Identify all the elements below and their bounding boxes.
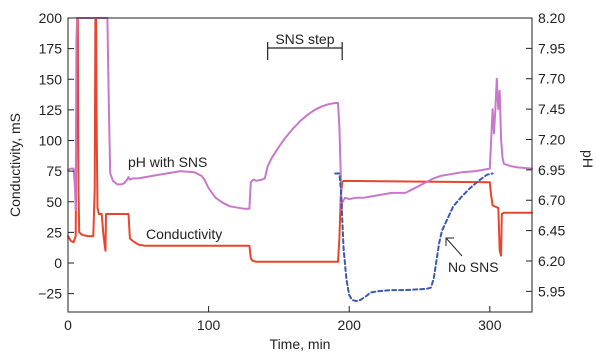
y-left-tick-label-9: 200	[39, 10, 63, 26]
no-sns-arrow	[445, 237, 463, 257]
sns-step-label: SNS step	[275, 31, 334, 47]
y-left-tick-label-7: 150	[39, 71, 63, 87]
x-tick-label-1: 100	[197, 317, 221, 333]
no-sns-label: No SNS	[448, 259, 499, 275]
x-tick-label-3: 300	[478, 317, 502, 333]
y-right-tick-label-1: 6.20	[538, 253, 565, 269]
x-axis-label: Time, min	[270, 336, 331, 352]
y-left-axis-label: Conductivity, mS	[7, 113, 23, 217]
axes-layer	[67, 17, 533, 313]
plot-frame	[67, 17, 533, 313]
conductivity-line	[67, 17, 533, 263]
no-sns-arrowhead	[445, 237, 454, 246]
y-right-tick-label-5: 7.20	[538, 131, 565, 147]
y-right-tick-label-7: 7.70	[538, 71, 565, 87]
y-right-tick-label-3: 6.70	[538, 192, 565, 208]
y-left-tick-label-8: 175	[39, 41, 63, 57]
ph-with-sns-label: pH with SNS	[128, 154, 207, 170]
x-tick-label-0: 0	[64, 317, 72, 333]
y-right-tick-label-8: 7.95	[538, 40, 565, 56]
y-right-tick-label-2: 6.45	[538, 223, 565, 239]
no-sns-line	[334, 172, 494, 303]
ph-with-sns-line	[67, 17, 533, 214]
x-tick-label-2: 200	[338, 317, 362, 333]
y-right-axis-label: pH	[580, 150, 596, 168]
y-left-tick-label-2: 25	[46, 224, 62, 240]
y-left-tick-label-4: 75	[46, 163, 62, 179]
conductivity-label: Conductivity	[146, 226, 222, 242]
y-left-tick-label-0: −25	[38, 286, 62, 302]
series-layer	[67, 17, 533, 303]
ticks-layer: 0 100 200 300−2502550751001251501752005.956…	[38, 10, 565, 333]
y-right-tick-label-6: 7.45	[538, 101, 565, 117]
y-right-tick-label-4: 6.95	[538, 162, 565, 178]
y-left-tick-label-3: 50	[46, 194, 62, 210]
y-left-tick-label-6: 125	[39, 102, 63, 118]
y-left-tick-label-5: 100	[39, 133, 63, 149]
y-right-tick-label-0: 5.95	[538, 283, 565, 299]
annotations: SNS step pH with SNS Conductivity No SNS	[128, 31, 499, 275]
y-left-tick-label-1: 0	[54, 255, 62, 271]
y-right-tick-label-9: 8.20	[538, 10, 565, 26]
